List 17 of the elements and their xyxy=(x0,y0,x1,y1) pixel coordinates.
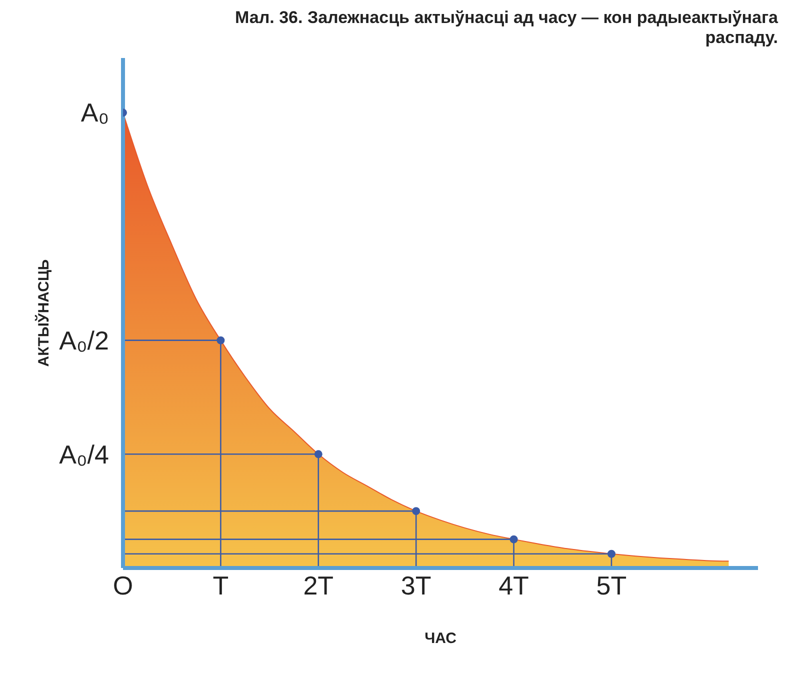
x-tick-label: 4T xyxy=(498,570,530,600)
y-axis-title: АКТЫЎНАСЦЬ xyxy=(34,259,52,367)
text: A₀ xyxy=(80,98,109,128)
x-axis-title: ЧАС xyxy=(424,630,457,647)
text: A₀/4 xyxy=(59,439,109,470)
x-tick-label: 2T xyxy=(303,570,334,600)
point xyxy=(607,550,616,558)
x-tick-label: O xyxy=(112,570,134,600)
chart-title: Мал. 36. Залежнасць актыўнасці ад часу — кон радыеактыўнага распаду. xyxy=(234,8,778,48)
text: A₀/2 xyxy=(59,325,109,356)
x-tick-label: 3T xyxy=(400,570,432,600)
point xyxy=(412,507,420,516)
x-tick-label: 5T xyxy=(596,570,627,600)
x-tick-label: T xyxy=(212,570,229,600)
point xyxy=(510,535,518,544)
point xyxy=(314,450,322,458)
point xyxy=(216,336,225,344)
